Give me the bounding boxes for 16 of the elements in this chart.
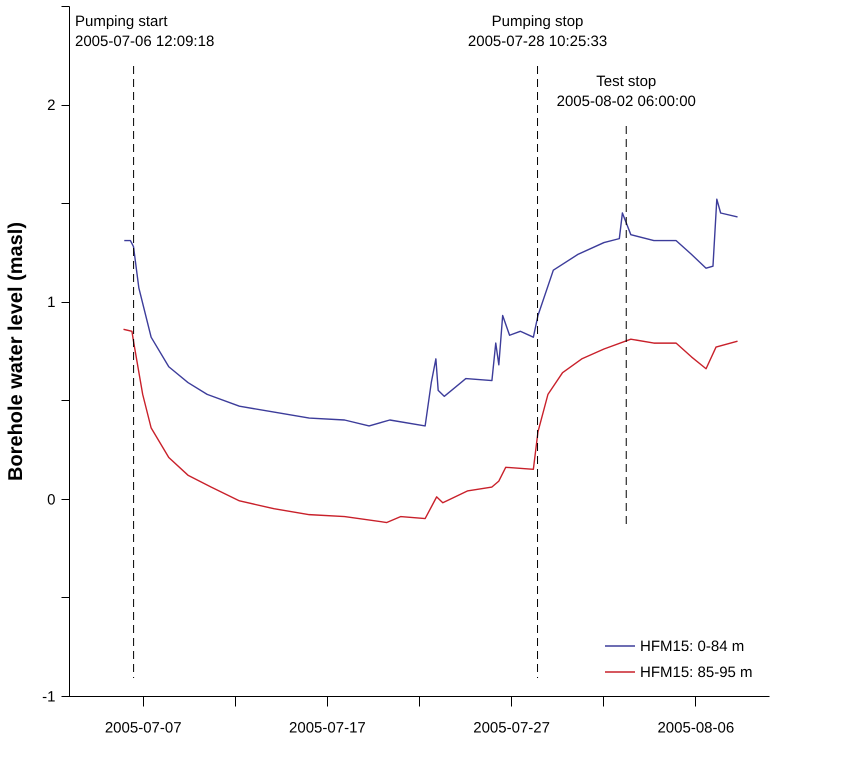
ref-line-label: Pumping stop 2005-07-28 10:25:33 — [468, 13, 608, 50]
y-tick-label: 0 — [47, 491, 56, 508]
line-series — [122, 328, 738, 524]
x-tick-label: 2005-07-07 — [104, 720, 182, 736]
legend-label: HFM15: 85-95 m — [640, 664, 753, 681]
line-series — [124, 198, 738, 427]
y-tick-label: -1 — [42, 688, 56, 706]
x-tick-label: 2005-07-17 — [289, 720, 366, 736]
y-axis-title: Borehole water level (masl) — [5, 222, 28, 481]
x-tick-label: 2005-07-27 — [473, 720, 550, 736]
legend-label: HFM15: 0-84 m — [640, 638, 744, 655]
x-tick-label: 2005-08-06 — [657, 720, 734, 736]
y-tick-label: 1 — [47, 294, 56, 312]
ref-line-label: Test stop 2005-08-02 06:00:00 — [556, 73, 696, 110]
y-tick-label: 2 — [47, 97, 56, 114]
ref-line-label: Pumping start 2005-07-06 12:09:18 — [75, 13, 214, 50]
